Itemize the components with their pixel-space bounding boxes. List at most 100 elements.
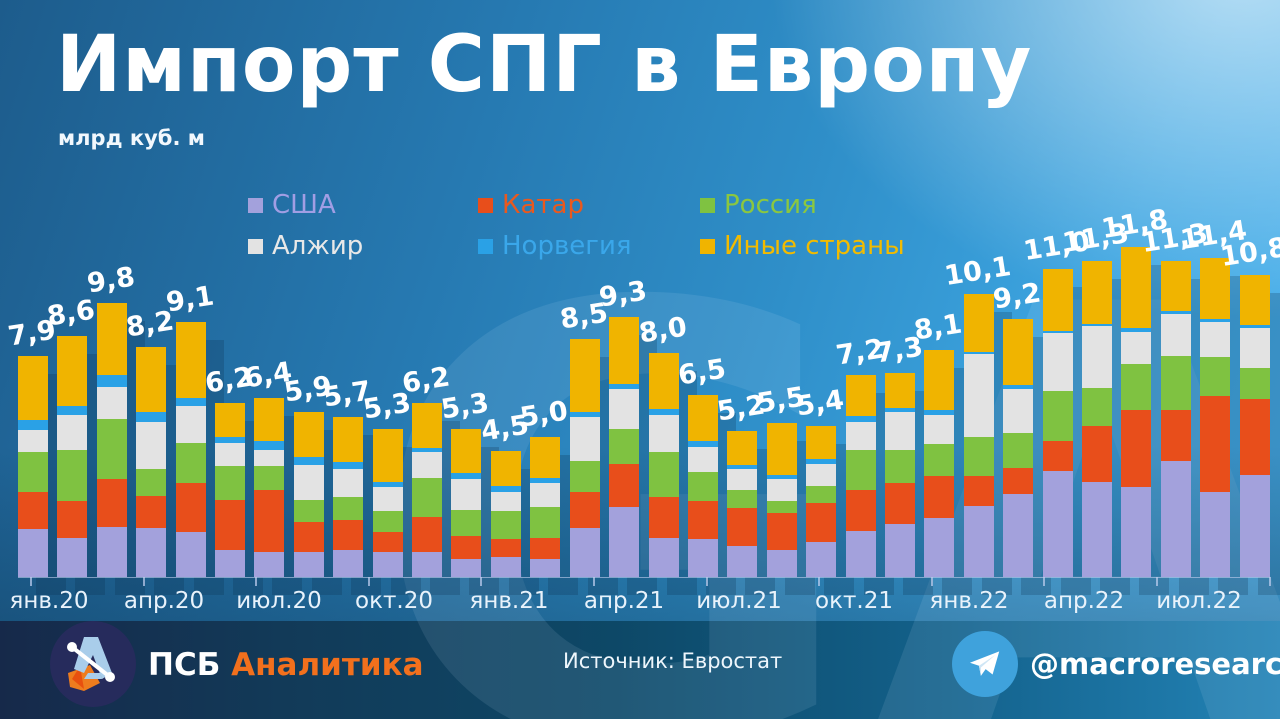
bar-segment-usa — [845, 530, 876, 577]
bar-segment-norway — [766, 474, 797, 480]
bar-segment-usa — [372, 551, 403, 577]
bar-segment-russia — [254, 466, 285, 491]
axis-tick — [255, 577, 258, 586]
bar-segment-algeria — [924, 414, 955, 445]
bar-segment-qatar — [490, 539, 521, 558]
bar-апр.22: 11,3 — [1060, 218, 1131, 577]
bar-segment-usa — [963, 505, 994, 577]
bars: 7,9 8,6 9,8 8,2 9,1 6,2 6,4 5,9 5,7 5,3 6,2 5,3 4,5 5… — [6, 204, 1280, 577]
bar-июл.20: 6,4 — [242, 356, 295, 577]
bar-segment-other — [1200, 257, 1231, 320]
bar-segment-algeria — [215, 442, 246, 467]
bar-segment-norway — [963, 351, 994, 355]
bar-value-label: 9,8 — [84, 261, 137, 300]
bar-segment-other — [845, 375, 876, 417]
bar-segment-other — [293, 411, 324, 457]
bar-segment-usa — [451, 558, 482, 577]
bar-segment-norway — [18, 420, 48, 431]
bar-segment-norway — [924, 410, 955, 415]
legend-label: Алжир — [272, 231, 364, 261]
bar-segment-qatar — [530, 537, 561, 559]
bar-янв.21: 4,5 — [479, 409, 531, 577]
bar-segment-algeria — [1160, 313, 1191, 356]
bar-segment-other — [1239, 274, 1270, 326]
bar-авг.20: 5,9 — [282, 370, 334, 577]
bar-segment-norway — [333, 462, 364, 470]
bar-segment-qatar — [687, 501, 718, 540]
x-axis-label: окт.20 — [355, 588, 433, 614]
legend-item-qatar: Катар — [478, 190, 700, 220]
bar-segment-other — [727, 431, 758, 466]
axis-tick — [930, 577, 933, 586]
bar-segment-usa — [18, 529, 48, 577]
bar-segment-norway — [57, 406, 88, 415]
bar-segment-usa — [806, 542, 837, 577]
bar-segment-usa — [1042, 470, 1073, 577]
bar-segment-qatar — [648, 497, 679, 538]
bar-июн.21: 6,5 — [676, 353, 728, 577]
bar-segment-russia — [215, 466, 246, 501]
bar-segment-other — [412, 403, 443, 449]
bar-segment-russia — [924, 444, 955, 477]
bar-segment-norway — [806, 459, 837, 464]
bar-мар.20: 9,8 — [85, 261, 137, 577]
legend-item-algeria: Алжир — [248, 231, 478, 261]
bar-мар.22: 11,0 — [1021, 226, 1092, 577]
bar-segment-other — [1121, 246, 1152, 328]
bar-дек.20: 5,3 — [439, 387, 492, 577]
bar-segment-qatar — [1239, 399, 1270, 475]
bar-segment-usa — [609, 507, 640, 577]
legend-swatch-norway — [478, 238, 493, 254]
bar-segment-norway — [1160, 311, 1191, 314]
bar-segment-usa — [569, 528, 600, 577]
bar-segment-qatar — [845, 490, 876, 531]
bar-segment-usa — [1121, 487, 1152, 577]
bar-segment-other — [136, 347, 167, 412]
bar-segment-algeria — [333, 469, 364, 498]
bar-segment-algeria — [687, 446, 718, 473]
bar-segment-usa — [530, 558, 561, 577]
bar-segment-algeria — [609, 389, 640, 429]
bar-value-label: 9,3 — [597, 275, 650, 314]
bar-segment-russia — [451, 509, 482, 537]
bar-ноя.21: 7,3 — [873, 331, 925, 577]
bar-segment-qatar — [884, 483, 915, 524]
bar-segment-russia — [412, 477, 443, 517]
bar-segment-usa — [490, 557, 521, 577]
legend-item-usa: США — [248, 190, 478, 220]
page-title: Импорт СПГ в Европу — [56, 20, 1033, 110]
bar-segment-norway — [609, 383, 640, 390]
bar-сен.21: 5,4 — [794, 384, 846, 577]
bar-segment-algeria — [1121, 332, 1152, 365]
bar-segment-usa — [648, 537, 679, 577]
bar-segment-usa — [884, 523, 915, 577]
brand-psb: ПСБ — [148, 647, 221, 683]
bar-segment-other — [18, 355, 48, 421]
telegram-handle: @macroresearch — [1030, 647, 1280, 681]
bar-segment-usa — [924, 518, 955, 577]
bar-segment-russia — [333, 497, 364, 520]
bar-segment-russia — [96, 418, 127, 480]
bar-segment-russia — [1003, 432, 1034, 468]
bar-окт.20: 5,3 — [361, 387, 413, 577]
legend-swatch-usa — [248, 197, 263, 213]
legend-item-norway: Норвегия — [478, 231, 700, 261]
bar-segment-norway — [451, 473, 482, 480]
units-label: млрд куб. м — [58, 126, 205, 150]
bar-июл.22: 11,4 — [1179, 215, 1249, 577]
bar-segment-qatar — [924, 476, 955, 519]
axis-baseline — [18, 577, 1270, 578]
bar-segment-algeria — [490, 491, 521, 512]
bar-segment-russia — [648, 452, 679, 498]
bar-segment-russia — [57, 449, 88, 502]
bar-segment-russia — [963, 437, 994, 477]
bar-segment-usa — [1200, 491, 1231, 577]
bar-segment-russia — [136, 469, 167, 496]
bar-segment-other — [175, 322, 206, 398]
brand-name: ПСБ Аналитика — [148, 647, 424, 683]
bar-фев.20: 8,6 — [45, 295, 98, 577]
bar-segment-qatar — [963, 476, 994, 506]
bar-value-label: 9,2 — [991, 277, 1044, 316]
legend-label: Норвегия — [502, 231, 632, 261]
bar-segment-algeria — [1042, 333, 1073, 391]
